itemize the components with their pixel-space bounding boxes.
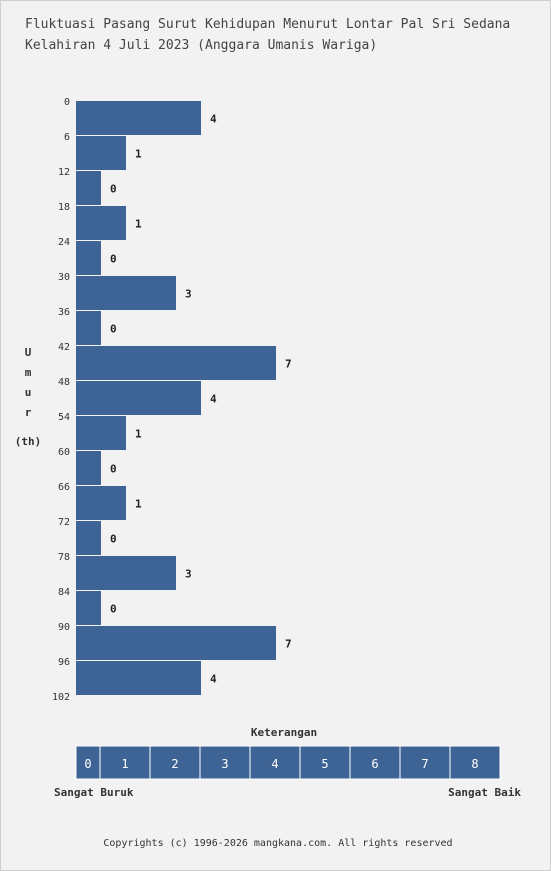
bar xyxy=(76,486,126,520)
bar xyxy=(76,171,101,205)
y-tick-label: 48 xyxy=(58,377,70,388)
bar xyxy=(76,311,101,345)
y-tick-label: 0 xyxy=(64,97,70,108)
bar xyxy=(76,241,101,275)
legend: Keterangan 0 1 2 3 4 5 6 7 8 Sangat Buruk Sangat… xyxy=(54,726,521,799)
legend-cell-value: 0 xyxy=(84,757,91,771)
chart-title: Fluktuasi Pasang Surut Kehidupan Menurut… xyxy=(25,14,510,56)
legend-cell xyxy=(75,745,101,780)
bar-value-label: 3 xyxy=(185,568,192,581)
legend-cell xyxy=(99,745,151,780)
y-tick-label: 36 xyxy=(58,307,70,318)
legend-cell-value: 8 xyxy=(471,757,478,771)
bar-value-label: 1 xyxy=(135,218,142,231)
bar xyxy=(76,136,126,170)
y-axis-ticks: 0 6 12 18 24 30 36 42 48 54 60 66 72 78 84 90 96 102 xyxy=(52,97,70,703)
y-axis-label-letter: r xyxy=(25,406,32,419)
legend-cell xyxy=(449,745,501,780)
bar xyxy=(76,416,126,450)
bar xyxy=(76,451,101,485)
y-tick-label: 66 xyxy=(58,482,70,493)
legend-cell-value: 6 xyxy=(371,757,378,771)
bar xyxy=(76,521,101,555)
legend-right-label: Sangat Baik xyxy=(448,786,521,799)
y-tick-label: 96 xyxy=(58,657,70,668)
y-tick-label: 72 xyxy=(58,517,70,528)
legend-cell xyxy=(199,745,251,780)
y-tick-label: 102 xyxy=(52,692,70,703)
bar-value-label: 0 xyxy=(110,253,117,266)
bar xyxy=(76,276,176,310)
legend-cell-value: 3 xyxy=(221,757,228,771)
y-tick-label: 54 xyxy=(58,412,70,423)
legend-cell xyxy=(299,745,351,780)
bar-value-label: 0 xyxy=(110,183,117,196)
bar-value-label: 1 xyxy=(135,148,142,161)
legend-cell xyxy=(249,745,301,780)
bar-value-label: 4 xyxy=(210,393,217,406)
bar xyxy=(76,661,201,695)
legend-cell xyxy=(399,745,451,780)
bar-value-label: 4 xyxy=(210,673,217,686)
legend-cell-value: 5 xyxy=(321,757,328,771)
y-axis-label-letter: m xyxy=(25,366,32,379)
bar-value-label: 4 xyxy=(210,113,217,126)
y-axis-label-letter: u xyxy=(25,386,32,399)
y-axis-label-letter: U xyxy=(25,346,32,359)
y-axis-unit: (th) xyxy=(15,435,42,448)
legend-cell-value: 7 xyxy=(421,757,428,771)
title-line-2: Kelahiran 4 Juli 2023 (Anggara Umanis Wa… xyxy=(25,38,378,53)
legend-cell-value: 2 xyxy=(171,757,178,771)
legend-cell-value: 4 xyxy=(271,757,278,771)
y-tick-label: 6 xyxy=(64,132,70,143)
y-tick-label: 12 xyxy=(58,167,70,178)
bar xyxy=(76,206,126,240)
bar xyxy=(76,626,276,660)
value-labels: 4 1 0 1 0 3 0 7 4 1 0 1 0 3 0 7 4 xyxy=(110,113,292,686)
y-tick-label: 30 xyxy=(58,272,70,283)
bar xyxy=(76,101,201,135)
bar xyxy=(76,556,176,590)
legend-title: Keterangan xyxy=(251,726,317,739)
title-line-1: Fluktuasi Pasang Surut Kehidupan Menurut… xyxy=(25,17,511,32)
bar-value-label: 0 xyxy=(110,323,117,336)
y-tick-label: 84 xyxy=(58,587,70,598)
bar-value-label: 0 xyxy=(110,463,117,476)
bar-value-label: 7 xyxy=(285,638,292,651)
bar-value-label: 0 xyxy=(110,603,117,616)
bar-value-label: 1 xyxy=(135,428,142,441)
legend-cell-value: 1 xyxy=(121,757,128,771)
bar xyxy=(76,346,276,380)
legend-cell xyxy=(349,745,401,780)
bars xyxy=(76,101,276,695)
legend-scale: 0 1 2 3 4 5 6 7 8 xyxy=(75,745,501,780)
bar-value-label: 0 xyxy=(110,533,117,546)
y-tick-label: 60 xyxy=(58,447,70,458)
y-tick-label: 24 xyxy=(58,237,70,248)
bar xyxy=(76,381,201,415)
y-tick-label: 90 xyxy=(58,622,70,633)
bar-value-label: 3 xyxy=(185,288,192,301)
bar-value-label: 7 xyxy=(285,358,292,371)
legend-cell xyxy=(149,745,201,780)
y-tick-label: 78 xyxy=(58,552,70,563)
y-tick-label: 42 xyxy=(58,342,70,353)
bar-value-label: 1 xyxy=(135,498,142,511)
copyright-footer: Copyrights (c) 1996-2026 mangkana.com. A… xyxy=(103,838,452,849)
legend-left-label: Sangat Buruk xyxy=(54,786,134,799)
bar xyxy=(76,591,101,625)
y-tick-label: 18 xyxy=(58,202,70,213)
